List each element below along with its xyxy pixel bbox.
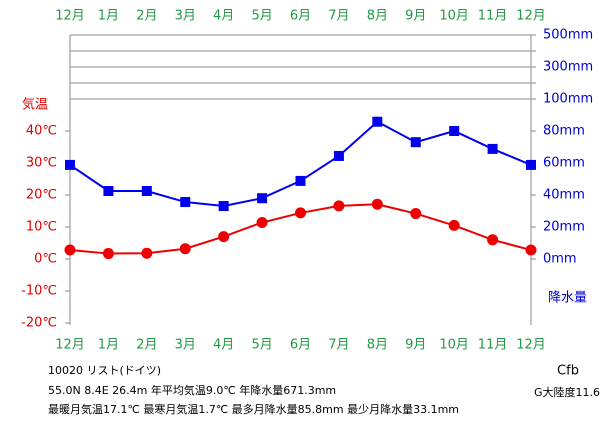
series-line	[69, 120, 532, 208]
point	[218, 201, 229, 212]
point	[256, 217, 268, 229]
y-tick-label: 0℃	[34, 252, 57, 267]
climate-class: Cfb	[557, 364, 579, 379]
point	[526, 159, 536, 170]
point	[102, 248, 114, 260]
point	[372, 116, 383, 127]
x-tick-label: 12月	[516, 9, 546, 24]
y2-axis-label: 降水量	[548, 291, 587, 306]
y-axis-label: 気温	[22, 97, 48, 113]
y-tick-label: 20℃	[26, 188, 57, 203]
y2-tick-label: 80mm	[543, 124, 585, 139]
info-line: 10020 リスト(ドイツ)	[48, 364, 161, 377]
point	[487, 234, 499, 246]
x-tick-label: 5月	[251, 9, 272, 24]
x-tick-label: 2月	[136, 338, 157, 353]
x-tick-label: 6月	[290, 9, 311, 24]
point	[487, 143, 498, 154]
point	[141, 247, 153, 259]
continentality: G大陸度11.6	[534, 385, 600, 399]
point	[103, 186, 114, 196]
point	[371, 198, 383, 210]
point	[65, 159, 75, 170]
point	[218, 231, 230, 243]
x-tick-label: 12月	[55, 9, 85, 24]
x-tick-label: 9月	[405, 9, 426, 24]
x-tick-label: 9月	[405, 338, 426, 353]
x-tick-label: 3月	[175, 338, 196, 353]
point	[449, 126, 460, 136]
point	[448, 219, 460, 231]
point	[179, 243, 191, 255]
y-tick-label: 30℃	[26, 156, 57, 171]
y2-tick-label: 500mm	[543, 28, 593, 43]
y-tick-label: -10℃	[21, 284, 57, 299]
point	[410, 137, 421, 148]
point	[180, 197, 191, 208]
x-tick-label: 12月	[55, 338, 85, 353]
y2-tick-label: 60mm	[543, 156, 585, 171]
point	[333, 200, 345, 212]
x-tick-label: 7月	[328, 9, 349, 24]
x-tick-label: 8月	[367, 9, 388, 24]
point	[257, 193, 268, 204]
y2-tick-label: 0mm	[543, 252, 577, 267]
x-tick-label: 7月	[328, 338, 349, 353]
x-tick-label: 6月	[290, 338, 311, 353]
y-tick-label: -20℃	[21, 316, 57, 331]
x-tick-label: 1月	[98, 338, 119, 353]
x-tick-label: 10月	[439, 338, 469, 353]
x-tick-label: 3月	[175, 9, 196, 24]
y2-tick-label: 40mm	[543, 188, 585, 203]
x-tick-label: 10月	[439, 9, 469, 24]
point	[333, 150, 344, 161]
y-tick-label: 40℃	[26, 124, 57, 139]
x-tick-label: 1月	[98, 9, 119, 24]
x-tick-label: 2月	[136, 9, 157, 24]
point	[410, 208, 422, 220]
point	[64, 244, 76, 256]
x-tick-label: 12月	[516, 338, 546, 353]
x-tick-label: 8月	[367, 338, 388, 353]
info-line: 55.0N 8.4E 26.4m 年平均気温9.0℃ 年降水量671.3mm	[48, 383, 336, 397]
y2-tick-label: 300mm	[543, 60, 593, 75]
y-tick-label: 10℃	[26, 220, 57, 235]
x-tick-label: 4月	[213, 9, 234, 24]
point	[525, 244, 537, 256]
info-line: 最暖月気温17.1℃ 最寒月気温1.7℃ 最多月降水量85.8mm 最少月降水量…	[48, 402, 459, 416]
x-tick-label: 5月	[251, 338, 272, 353]
y2-tick-label: 20mm	[543, 220, 585, 235]
x-tick-label: 11月	[478, 338, 508, 353]
x-tick-label: 4月	[213, 338, 234, 353]
point	[295, 175, 306, 186]
point	[141, 186, 152, 196]
x-tick-label: 11月	[478, 9, 508, 24]
y2-tick-label: 100mm	[543, 92, 593, 107]
point	[295, 207, 306, 219]
